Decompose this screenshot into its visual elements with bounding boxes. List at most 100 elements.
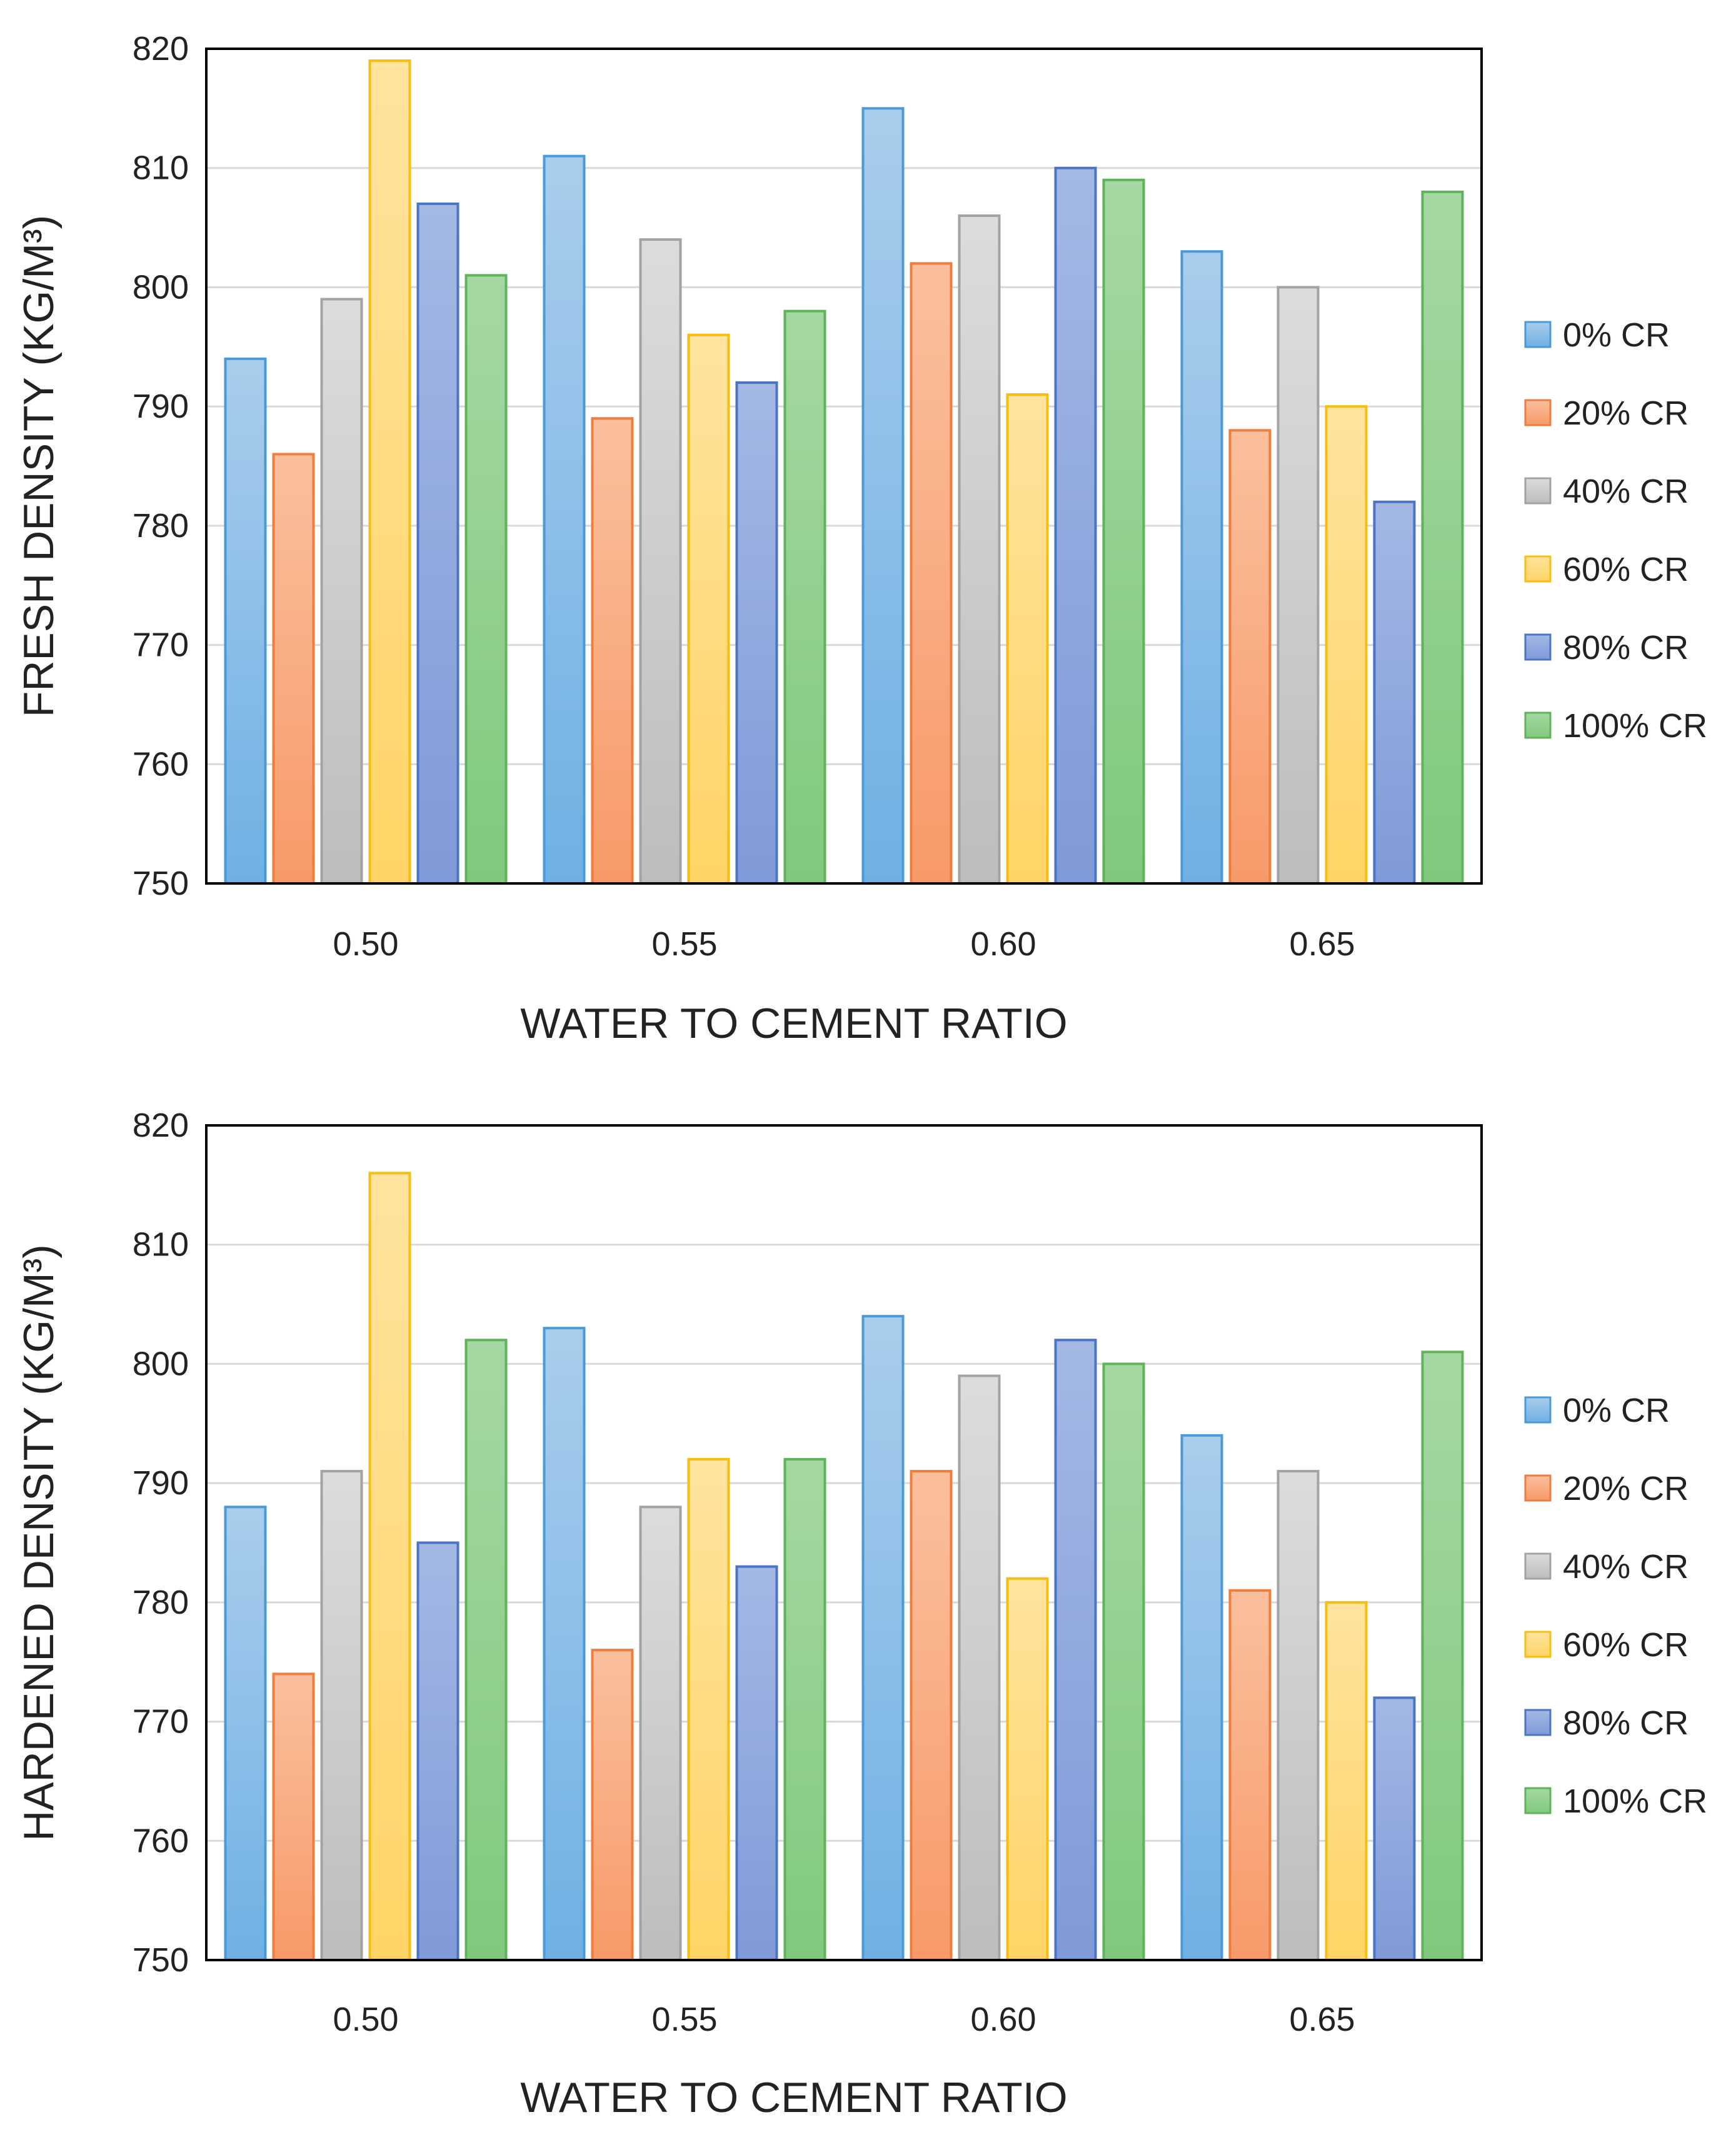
hardened-legend-label: 100% CR xyxy=(1563,1782,1707,1820)
fresh-legend-swatch xyxy=(1524,555,1552,583)
fresh-legend-label: 100% CR xyxy=(1563,707,1707,745)
hardened-legend-swatch xyxy=(1524,1787,1552,1814)
fresh-y-tick-label: 790 xyxy=(133,388,189,425)
fresh-legend-swatch xyxy=(1524,321,1552,348)
hardened-density-chart: 750 760 770 780 790 800 810 820 0.50 0.55 0.60 0.65… xyxy=(15,1107,1707,2121)
fresh-bar-0-cr060 xyxy=(861,107,905,885)
hardened-y-tick-label: 770 xyxy=(133,1703,189,1741)
fresh-bar-60-cr060 xyxy=(1006,393,1049,885)
hardened-bar-80-cr065 xyxy=(1373,1696,1416,1961)
hardened-y-tick-label: 790 xyxy=(133,1464,189,1502)
fresh-y-tick-label: 770 xyxy=(133,626,189,664)
hardened-y-tick-label: 750 xyxy=(133,1941,189,1979)
hardened-bar-80-cr055 xyxy=(735,1565,778,1961)
fresh-bar-100-cr065 xyxy=(1421,190,1464,885)
fresh-bar-100-cr060 xyxy=(1102,178,1145,885)
fresh-y-tick-label: 800 xyxy=(133,268,189,306)
hardened-y-tick-label: 800 xyxy=(133,1345,189,1382)
hardened-bar-40-cr055 xyxy=(639,1506,682,1961)
fresh-y-tick-label: 750 xyxy=(133,865,189,902)
hardened-legend-label: 0% CR xyxy=(1563,1392,1670,1429)
fresh-legend-label: 60% CR xyxy=(1563,551,1688,588)
hardened-y-tick-label: 760 xyxy=(133,1822,189,1859)
fresh-x-tick-label: 0.65 xyxy=(1289,925,1355,963)
fresh-x-tick-label: 0.60 xyxy=(970,925,1036,963)
hardened-bar-60-cr055 xyxy=(687,1458,730,1961)
hardened-bar-40-cr065 xyxy=(1277,1470,1320,1962)
fresh-legend-label: 20% CR xyxy=(1563,395,1688,432)
hardened-legend-label: 60% CR xyxy=(1563,1626,1688,1664)
hardened-legend-swatch xyxy=(1524,1474,1552,1502)
hardened-bar-40-cr060 xyxy=(958,1374,1001,1961)
fresh-legend-label: 0% CR xyxy=(1563,316,1670,354)
fresh-bar-80-cr050 xyxy=(416,202,459,885)
hardened-bar-100-cr055 xyxy=(783,1458,826,1961)
hardened-bar-0-cr050 xyxy=(224,1506,267,1961)
hardened-bar-20-cr065 xyxy=(1228,1589,1272,1961)
fresh-bar-60-cr050 xyxy=(368,59,411,885)
hardened-bar-60-cr050 xyxy=(368,1172,411,1961)
fresh-plot-frame xyxy=(205,48,1483,885)
fresh-bar-0-cr050 xyxy=(224,357,267,885)
fresh-bar-40-cr065 xyxy=(1277,286,1320,885)
hardened-bar-80-cr060 xyxy=(1054,1339,1097,1961)
fresh-bar-0-cr055 xyxy=(543,154,586,885)
fresh-bar-0-cr065 xyxy=(1180,250,1223,885)
hardened-bar-20-cr055 xyxy=(591,1649,634,1961)
hardened-y-tick-label: 820 xyxy=(133,1107,189,1144)
fresh-bar-40-cr060 xyxy=(958,214,1001,885)
hardened-bar-40-cr050 xyxy=(320,1470,363,1962)
hardened-y-tick-label: 780 xyxy=(133,1584,189,1621)
fresh-legend-label: 80% CR xyxy=(1563,629,1688,666)
hardened-legend-swatch xyxy=(1524,1631,1552,1658)
hardened-x-tick-label: 0.55 xyxy=(651,2001,717,2038)
hardened-x-tick-label: 0.50 xyxy=(333,2001,398,2038)
hardened-bar-80-cr050 xyxy=(416,1541,459,1961)
hardened-x-tick-label: 0.60 xyxy=(970,2001,1036,2038)
fresh-bar-40-cr050 xyxy=(320,298,363,885)
fresh-legend-swatch xyxy=(1524,633,1552,661)
hardened-legend-swatch xyxy=(1524,1709,1552,1736)
hardened-y-axis-title: HARDENED DENSITY (KG/M³) xyxy=(15,1244,63,1841)
fresh-x-tick-label: 0.55 xyxy=(651,925,717,963)
hardened-x-tick-label: 0.65 xyxy=(1289,2001,1355,2038)
fresh-bar-100-cr050 xyxy=(464,274,508,885)
hardened-legend-label: 20% CR xyxy=(1563,1470,1688,1507)
hardened-bar-100-cr065 xyxy=(1421,1350,1464,1962)
fresh-bar-80-cr065 xyxy=(1373,500,1416,885)
fresh-bar-100-cr055 xyxy=(783,309,826,885)
fresh-bar-20-cr055 xyxy=(591,417,634,885)
fresh-bar-20-cr060 xyxy=(910,262,953,885)
hardened-bar-0-cr055 xyxy=(543,1327,586,1962)
fresh-bar-80-cr060 xyxy=(1054,166,1097,885)
hardened-legend-label: 80% CR xyxy=(1563,1704,1688,1742)
fresh-legend-swatch xyxy=(1524,399,1552,426)
fresh-bar-20-cr050 xyxy=(272,453,315,885)
fresh-y-tick-label: 780 xyxy=(133,507,189,545)
hardened-bar-20-cr060 xyxy=(910,1470,953,1962)
hardened-bar-0-cr065 xyxy=(1180,1434,1223,1962)
hardened-bar-60-cr065 xyxy=(1325,1601,1368,1962)
fresh-x-axis-title: WATER TO CEMENT RATIO xyxy=(520,1000,1067,1047)
hardened-legend-label: 40% CR xyxy=(1563,1548,1688,1586)
hardened-y-tick-label: 810 xyxy=(133,1226,189,1264)
fresh-bar-20-cr065 xyxy=(1228,429,1272,885)
hardened-bar-100-cr060 xyxy=(1102,1362,1145,1961)
hardened-bar-20-cr050 xyxy=(272,1672,315,1961)
fresh-legend-swatch xyxy=(1524,477,1552,505)
fresh-bar-60-cr065 xyxy=(1325,405,1368,885)
hardened-x-axis-title: WATER TO CEMENT RATIO xyxy=(520,2074,1067,2121)
hardened-bar-100-cr050 xyxy=(464,1339,508,1961)
fresh-legend-swatch xyxy=(1524,711,1552,739)
hardened-legend-swatch xyxy=(1524,1396,1552,1424)
fresh-x-tick-label: 0.50 xyxy=(333,925,398,963)
fresh-legend-label: 40% CR xyxy=(1563,473,1688,510)
fresh-y-tick-label: 760 xyxy=(133,745,189,783)
fresh-y-tick-label: 820 xyxy=(133,30,189,68)
fresh-y-axis-title: FRESH DENSITY (KG/M³) xyxy=(15,215,63,717)
fresh-density-chart: 750 760 770 780 790 800 810 820 0.50 0.55 0.60 0.65… xyxy=(15,30,1707,1047)
hardened-bar-0-cr060 xyxy=(861,1315,905,1961)
fresh-bar-60-cr055 xyxy=(687,333,730,885)
hardened-bar-60-cr060 xyxy=(1006,1577,1049,1962)
